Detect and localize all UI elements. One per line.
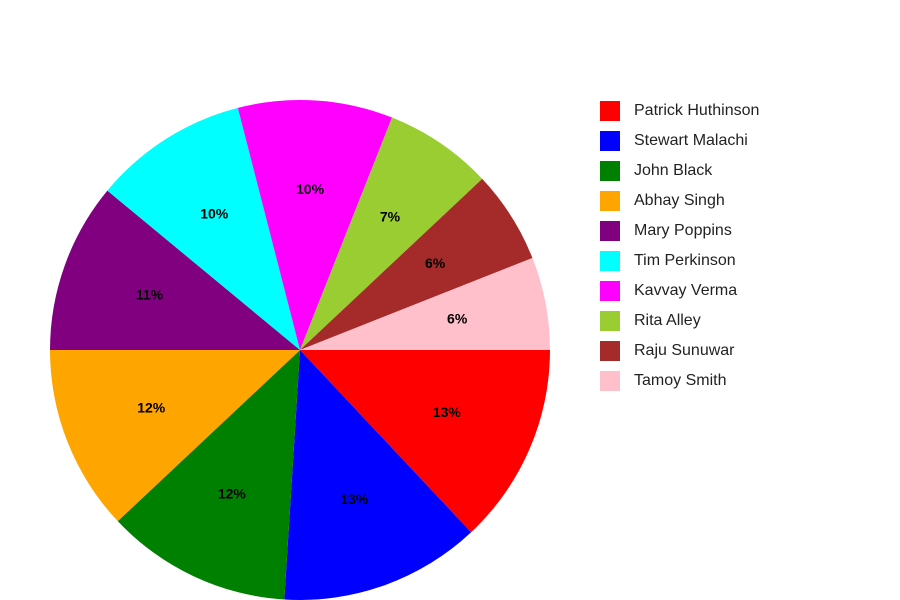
- slice-value-label: 13%: [433, 404, 462, 420]
- legend-item: Kavvay Verma: [600, 276, 759, 306]
- legend-swatch: [600, 221, 620, 241]
- legend-item: Stewart Malachi: [600, 126, 759, 156]
- pie-slice-raju-sunuwar: [300, 178, 533, 350]
- legend-swatch: [600, 371, 620, 391]
- legend-item: Patrick Huthinson: [600, 96, 759, 126]
- legend-item: Tamoy Smith: [600, 366, 759, 396]
- pie-slice-john-black: [117, 350, 300, 600]
- legend-swatch: [600, 281, 620, 301]
- legend-item: Abhay Singh: [600, 186, 759, 216]
- slice-value-label: 6%: [447, 311, 468, 327]
- pie-slice-tamoy-smith: [300, 257, 550, 350]
- pie-slice-mary-poppins: [50, 190, 300, 350]
- legend-label: Stewart Malachi: [634, 132, 748, 149]
- legend-label: Tamoy Smith: [634, 372, 727, 389]
- legend-label: Kavvay Verma: [634, 282, 738, 299]
- legend-label: Raju Sunuwar: [634, 342, 735, 359]
- slice-value-label: 13%: [340, 491, 369, 507]
- legend-swatch: [600, 251, 620, 271]
- legend-label: Abhay Singh: [634, 192, 725, 209]
- slice-value-label: 6%: [425, 255, 446, 271]
- legend-item: Mary Poppins: [600, 216, 759, 246]
- legend-swatch: [600, 311, 620, 331]
- legend-label: Rita Alley: [634, 312, 701, 329]
- legend-swatch: [600, 131, 620, 151]
- legend-item: Raju Sunuwar: [600, 336, 759, 366]
- legend-swatch: [600, 191, 620, 211]
- slice-value-label: 12%: [218, 485, 247, 501]
- legend-item: Tim Perkinson: [600, 246, 759, 276]
- slice-value-label: 10%: [296, 181, 325, 197]
- slice-value-label: 10%: [200, 206, 229, 222]
- legend-label: John Black: [634, 162, 713, 179]
- pie-slice-labels: 13% 13% 12% 12% 11% 10% 10% 7% 6% 6%: [136, 181, 468, 507]
- pie-slice-patrick-huthinson: [300, 350, 550, 533]
- pie-slice-stewart-malachi: [284, 350, 472, 600]
- slice-value-label: 11%: [136, 287, 164, 303]
- legend-swatch: [600, 341, 620, 361]
- legend-swatch: [600, 101, 620, 121]
- slice-value-label: 12%: [137, 400, 166, 416]
- pie-slice-rita-alley: [300, 117, 483, 350]
- pie-slices: [50, 100, 550, 600]
- legend-item: John Black: [600, 156, 759, 186]
- pie-slice-tim-perkinson: [107, 107, 300, 350]
- legend-swatch: [600, 161, 620, 181]
- legend-label: Mary Poppins: [634, 222, 732, 239]
- legend-label: Patrick Huthinson: [634, 102, 760, 119]
- slice-value-label: 7%: [380, 208, 401, 224]
- legend: Patrick Huthinson Stewart Malachi John Bla…: [600, 96, 759, 396]
- pie-slice-kavvay-verma: [237, 100, 393, 350]
- legend-label: Tim Perkinson: [634, 252, 736, 269]
- pie-slice-abhay-singh: [50, 350, 300, 522]
- legend-item: Rita Alley: [600, 306, 759, 336]
